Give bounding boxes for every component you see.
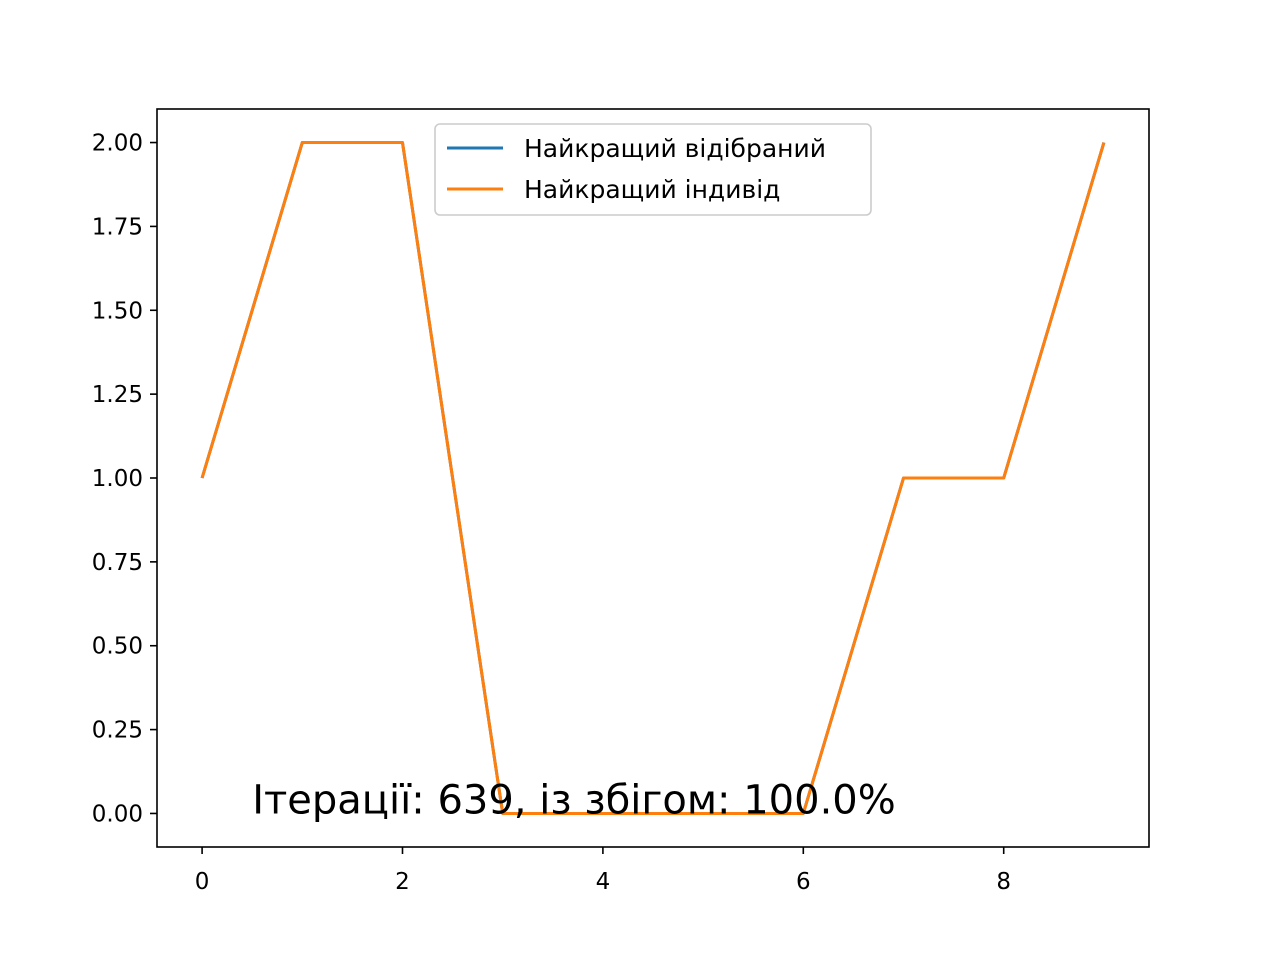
y-tick-label-7: 1.75 [92, 214, 143, 240]
y-tick-label-0: 0.00 [92, 801, 143, 827]
y-tick-label-5: 1.25 [92, 382, 143, 408]
legend-box [434, 123, 872, 216]
legend-label-0: Найкращий відібраний [524, 134, 826, 163]
legend: Найкращий відібраний Найкращий індивід [434, 123, 872, 216]
y-tick-label-8: 2.00 [92, 131, 143, 157]
y-tick-label-3: 0.75 [92, 550, 143, 576]
x-tick-label-0: 0 [195, 869, 210, 895]
y-tick-label-2: 0.50 [92, 634, 143, 660]
y-tick-label-6: 1.50 [92, 298, 143, 324]
x-tick-label-4: 8 [996, 869, 1011, 895]
y-axis: 0.00 0.25 0.50 0.75 1.00 1.25 1.50 1.75 2.00 [92, 131, 157, 827]
series-line-1 [200, 141, 1106, 815]
legend-label-1: Найкращий індивід [524, 175, 780, 204]
x-axis: 0 2 4 6 8 [195, 847, 1011, 895]
y-tick-label-4: 1.00 [92, 466, 143, 492]
x-tick-label-2: 4 [596, 869, 611, 895]
annotation-text: Ітерації: 639, із збігом: 100.0% [252, 777, 896, 823]
x-tick-label-1: 2 [395, 869, 410, 895]
y-tick-label-1: 0.25 [92, 718, 143, 744]
x-tick-label-3: 6 [796, 869, 811, 895]
plot-lines [200, 141, 1106, 815]
